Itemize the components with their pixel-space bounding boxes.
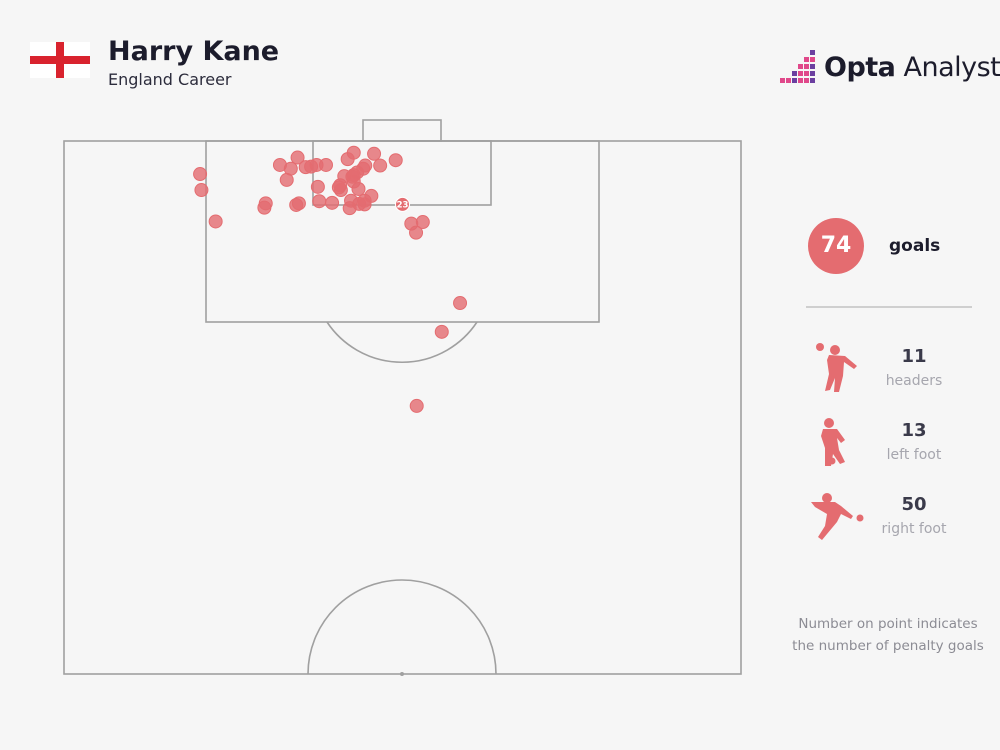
page-title: Harry Kane [108, 36, 280, 67]
england-flag-icon [30, 42, 90, 78]
logo-square [804, 57, 809, 62]
logo-square [786, 78, 791, 83]
shot-point [193, 167, 208, 182]
centre-circle [307, 579, 497, 675]
shot-point [318, 157, 333, 172]
logo-square [804, 64, 809, 69]
shot-point [415, 215, 430, 230]
shot-point [367, 146, 382, 161]
shot-point [409, 398, 424, 413]
brand-name-light: Analyst [895, 52, 1000, 83]
right-foot-player-icon [811, 493, 864, 540]
logo-square [798, 64, 803, 69]
divider [806, 306, 972, 308]
brand-name-bold: Opta [824, 52, 896, 83]
goals-label: goals [889, 236, 941, 256]
penalty-shot-point [395, 196, 410, 212]
opta-logo-icon [780, 50, 815, 83]
header-player-icon [816, 343, 857, 392]
opta-analyst-logo: Opta Analyst [780, 50, 1000, 90]
pitch-outline [63, 140, 742, 675]
shot-point [290, 150, 305, 165]
footnote: Number on point indicates the number of … [790, 613, 986, 657]
headers-label: headers [885, 373, 943, 389]
logo-square [810, 50, 815, 55]
shot-point [364, 188, 379, 203]
shot-point [291, 196, 306, 211]
shot-point [351, 181, 366, 196]
logo-square [792, 78, 797, 83]
flag-cross-horizontal [30, 56, 90, 64]
footnote-line-1: Number on point indicates [798, 616, 978, 632]
right-foot-label: right foot [881, 521, 947, 537]
shot-point [312, 194, 327, 209]
logo-square [798, 71, 803, 76]
shot-point [325, 195, 340, 210]
left-foot-count: 13 [901, 420, 927, 441]
brand-name: Opta Analyst [824, 52, 1000, 83]
logo-square [810, 64, 815, 69]
headers-count: 11 [901, 346, 927, 367]
page-subtitle: England Career [108, 70, 232, 89]
pitch-shot-map: 23 [63, 119, 742, 676]
logo-square [810, 57, 815, 62]
shot-point [283, 161, 298, 176]
right-foot-count: 50 [901, 494, 927, 515]
goals-total-badge: 74 [808, 218, 864, 274]
shot-point [434, 324, 449, 339]
shot-point [310, 179, 325, 194]
logo-square [780, 78, 785, 83]
left-foot-label: left foot [886, 447, 942, 463]
shot-point [409, 225, 424, 240]
shot-points: 23 [193, 145, 468, 413]
left-foot-player-icon [821, 418, 845, 466]
penalty-box [205, 140, 600, 323]
centre-spot [400, 672, 404, 676]
shot-point [346, 145, 361, 160]
logo-square [792, 71, 797, 76]
logo-square [810, 78, 815, 83]
penalty-goals-label: 23 [397, 200, 409, 210]
shot-point [208, 214, 223, 229]
shot-point [358, 158, 373, 173]
shot-point [388, 153, 403, 168]
shot-point [258, 196, 273, 211]
logo-square [804, 78, 809, 83]
logo-square [810, 71, 815, 76]
goal [362, 119, 442, 142]
footnote-line-2: the number of penalty goals [792, 638, 984, 654]
penalty-arc [326, 321, 478, 363]
shot-point [373, 158, 388, 173]
logo-square [804, 71, 809, 76]
shot-point [333, 183, 348, 198]
shot-point [453, 296, 468, 311]
shot-point [194, 183, 209, 198]
logo-square [798, 78, 803, 83]
